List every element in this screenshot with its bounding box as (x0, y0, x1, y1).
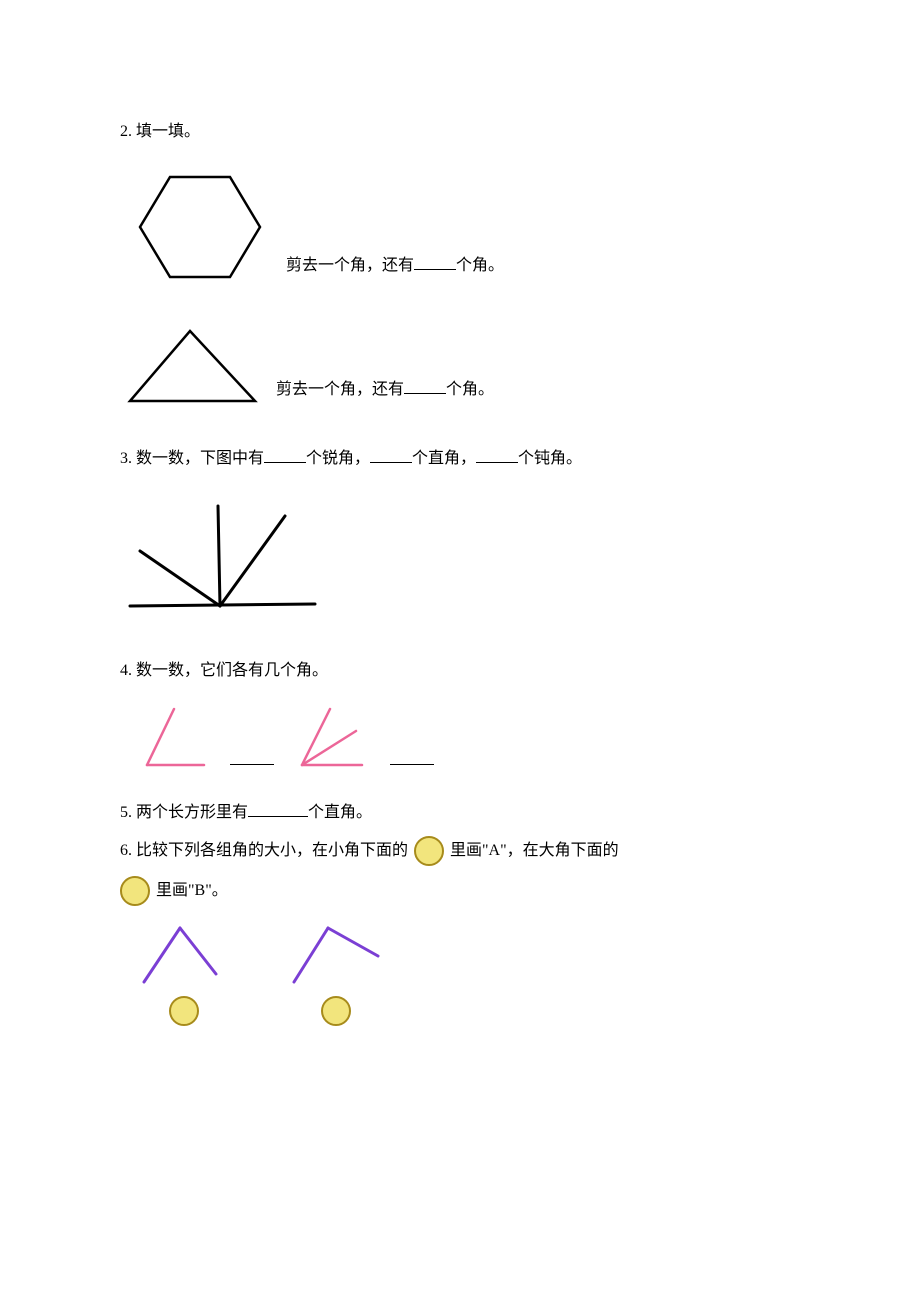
q2-triangle-row: 剪去一个角，还有 个角。 (120, 321, 800, 411)
circle-icon[interactable] (120, 876, 150, 906)
q3-text-c: 个直角， (412, 450, 476, 467)
q2-tri-text-after: 个角。 (446, 381, 494, 398)
q3-figure (120, 496, 320, 616)
answer-blank[interactable] (390, 762, 434, 765)
blank[interactable] (370, 446, 412, 463)
blank[interactable] (476, 446, 518, 463)
answer-blank[interactable] (230, 762, 274, 765)
q5-text-a: 5. 两个长方形里有 (120, 804, 248, 821)
q5-line: 5. 两个长方形里有 个直角。 (120, 799, 800, 828)
hexagon-polygon (140, 177, 260, 277)
q6-angle-left (134, 920, 234, 990)
triangle-polygon (130, 331, 255, 401)
q2-tri-text-before: 剪去一个角，还有 (276, 381, 404, 398)
blank[interactable] (404, 377, 446, 394)
circle-icon[interactable] (321, 996, 351, 1026)
q3-text-a: 3. 数一数，下图中有 (120, 450, 264, 467)
q4-shapes-row (132, 703, 800, 773)
q6-text-a: 6. 比较下列各组角的大小，在小角下面的 (120, 837, 408, 866)
q3-text-d: 个钝角。 (518, 450, 582, 467)
q2-hexagon-row: 剪去一个角，还有 个角。 (120, 167, 800, 287)
hexagon-shape (120, 167, 280, 287)
q6-angle-right (284, 920, 388, 990)
q6-text-c: 里画"B"。 (156, 877, 228, 906)
q5-text-b: 个直角。 (308, 804, 372, 821)
q2-hexagon-caption: 剪去一个角，还有 个角。 (286, 251, 504, 275)
triangle-shape (120, 321, 270, 411)
blank[interactable] (248, 800, 308, 817)
q3-line: 3. 数一数，下图中有 个锐角， 个直角， 个钝角。 (120, 445, 800, 474)
q3-text-b: 个锐角， (306, 450, 370, 467)
q6-left-col (134, 920, 234, 1026)
circle-icon[interactable] (414, 836, 444, 866)
circle-icon[interactable] (169, 996, 199, 1026)
q2-hex-text-before: 剪去一个角，还有 (286, 257, 414, 274)
q6-line1: 6. 比较下列各组角的大小，在小角下面的 里画"A"，在大角下面的 (120, 836, 800, 866)
q4-angle1 (132, 703, 212, 773)
q4-angle2 (292, 703, 372, 773)
q6-right-col (284, 920, 388, 1026)
q4-heading: 4. 数一数，它们各有几个角。 (120, 657, 800, 686)
q2-hex-text-after: 个角。 (456, 257, 504, 274)
q6-line2: 里画"B"。 (120, 876, 800, 906)
blank[interactable] (264, 446, 306, 463)
q6-text-b: 里画"A"，在大角下面的 (450, 837, 619, 866)
q2-heading: 2. 填一填。 (120, 118, 800, 147)
blank[interactable] (414, 253, 456, 270)
q2-tri-caption: 剪去一个角，还有 个角。 (276, 375, 494, 399)
q6-angles-row (134, 920, 800, 1026)
